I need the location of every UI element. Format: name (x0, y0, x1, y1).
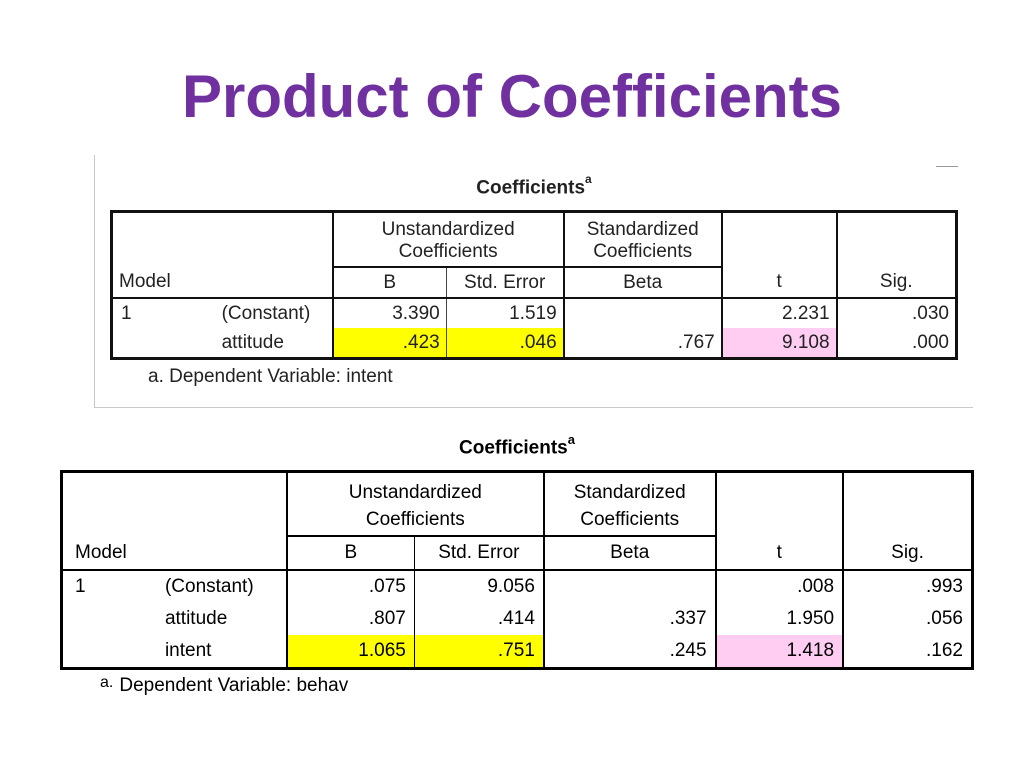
table2-col-b: B (286, 536, 415, 571)
table1-footnote: a. Dependent Variable: intent (148, 366, 393, 387)
table2-group-unstandardized: Unstandardized Coefficients (286, 471, 545, 537)
table1-col-beta: Beta (563, 267, 723, 300)
table-row: intent 1.065 .751 .245 1.418 .162 (62, 635, 973, 669)
table-row: attitude .423 .046 .767 9.108 .000 (112, 328, 957, 359)
table2-sig: .162 (926, 640, 963, 661)
table1-col-t: t (721, 267, 838, 300)
table1-model-header: Model (111, 267, 334, 300)
table2-beta (543, 570, 717, 603)
table1-group-unstd-line2: Coefficients (398, 240, 498, 262)
table1-header-sig-top (837, 212, 957, 268)
table2-b: .075 (286, 570, 415, 603)
table1-t-highlighted: 9.108 (721, 328, 838, 359)
table-row: attitude .807 .414 .337 1.950 .056 (62, 603, 973, 635)
table1-term: attitude (137, 328, 334, 359)
table2-sig: .993 (926, 576, 963, 597)
table1-sig: .030 (912, 302, 949, 324)
table1-col-sig: Sig. (836, 267, 957, 300)
table-row: 1 (Constant) 3.390 1.519 2.231 .030 (112, 298, 957, 329)
table1-beta: .767 (563, 328, 723, 359)
table1-model-number (112, 328, 138, 358)
table2-col-t: t (715, 536, 845, 571)
table1-model-number: 1 (121, 302, 132, 324)
table2-caption: Coefficientsa (60, 432, 974, 459)
table1-group-std-line2: Coefficients (593, 240, 693, 262)
table2-header-t-top (715, 471, 845, 536)
table1-caption: Coefficientsa (110, 172, 958, 199)
table2-t-highlighted: 1.418 (715, 635, 845, 669)
table1-term: (Constant) (137, 298, 334, 329)
table2-model-number (62, 603, 161, 635)
table2-b-highlighted: 1.065 (286, 635, 415, 669)
table1-col-b: B (332, 267, 447, 300)
table2-group-std-line1: Standardized (573, 482, 686, 503)
table2-col-sig: Sig. (843, 536, 973, 571)
table-row: 1 (Constant) .075 9.056 .008 .993 (62, 570, 973, 603)
coefficients-table-intent: Unstandardized Coefficients Standardized… (110, 210, 958, 360)
table2-model-number (62, 635, 161, 669)
table2-b: .807 (286, 603, 415, 635)
table2-t: .008 (715, 570, 845, 603)
table1-b-highlighted: .423 (332, 328, 447, 359)
table2-caption-sup: a (567, 432, 575, 447)
table1-sig: .000 (912, 331, 949, 353)
table1-header-t-top (721, 211, 838, 268)
table1-se-highlighted: .046 (446, 328, 565, 359)
table2-term: intent (160, 635, 288, 669)
table1-header-blank (111, 211, 334, 268)
table2-beta: .337 (543, 603, 717, 635)
table2-model-header: Model (61, 536, 288, 571)
table2-footnote-marker: a. (100, 674, 114, 691)
table1-group-unstd-line1: Unstandardized (381, 218, 515, 240)
table2-group-unstd-line2: Coefficients (365, 509, 465, 530)
table2-col-std-error: Std. Error (414, 536, 545, 571)
frame-corner-mark (936, 166, 958, 167)
table2-caption-text: Coefficients (459, 437, 568, 459)
table2-footnote: a. Dependent Variable: behav (100, 674, 349, 697)
table2-term: (Constant) (160, 570, 288, 603)
table1-se: 1.519 (446, 298, 565, 329)
table2-model-number: 1 (75, 576, 86, 597)
coefficients-table-behav: Unstandardized Coefficients Standardized… (60, 470, 974, 670)
slide-title: Product of Coefficients (181, 63, 843, 130)
table1-b: 3.390 (332, 298, 447, 329)
table2-group-std-line2: Coefficients (580, 509, 680, 530)
table2-header-blank (61, 471, 288, 536)
table1-group-unstandardized: Unstandardized Coefficients (332, 211, 565, 269)
table2-se: .414 (414, 603, 545, 635)
table2-t: 1.950 (715, 603, 845, 635)
table1-group-standardized: Standardized Coefficients (563, 211, 723, 269)
table2-se: 9.056 (414, 570, 545, 603)
table1-group-std-line1: Standardized (586, 218, 699, 240)
table1-col-std-error: Std. Error (446, 267, 565, 300)
table1-caption-sup: a (585, 172, 592, 186)
table2-se-highlighted: .751 (414, 635, 545, 669)
table2-group-unstd-line1: Unstandardized (348, 482, 482, 503)
table2-term: attitude (160, 603, 288, 635)
table1-t: 2.231 (721, 298, 838, 329)
table1-caption-text: Coefficients (476, 177, 586, 199)
table2-header-sig-top (843, 472, 972, 537)
table2-col-beta: Beta (543, 536, 717, 571)
table2-footnote-text: Dependent Variable: behav (119, 675, 349, 696)
table2-group-standardized: Standardized Coefficients (543, 471, 717, 537)
table2-sig: .056 (926, 608, 963, 629)
table1-beta (563, 298, 723, 329)
table2-beta: .245 (543, 635, 717, 669)
